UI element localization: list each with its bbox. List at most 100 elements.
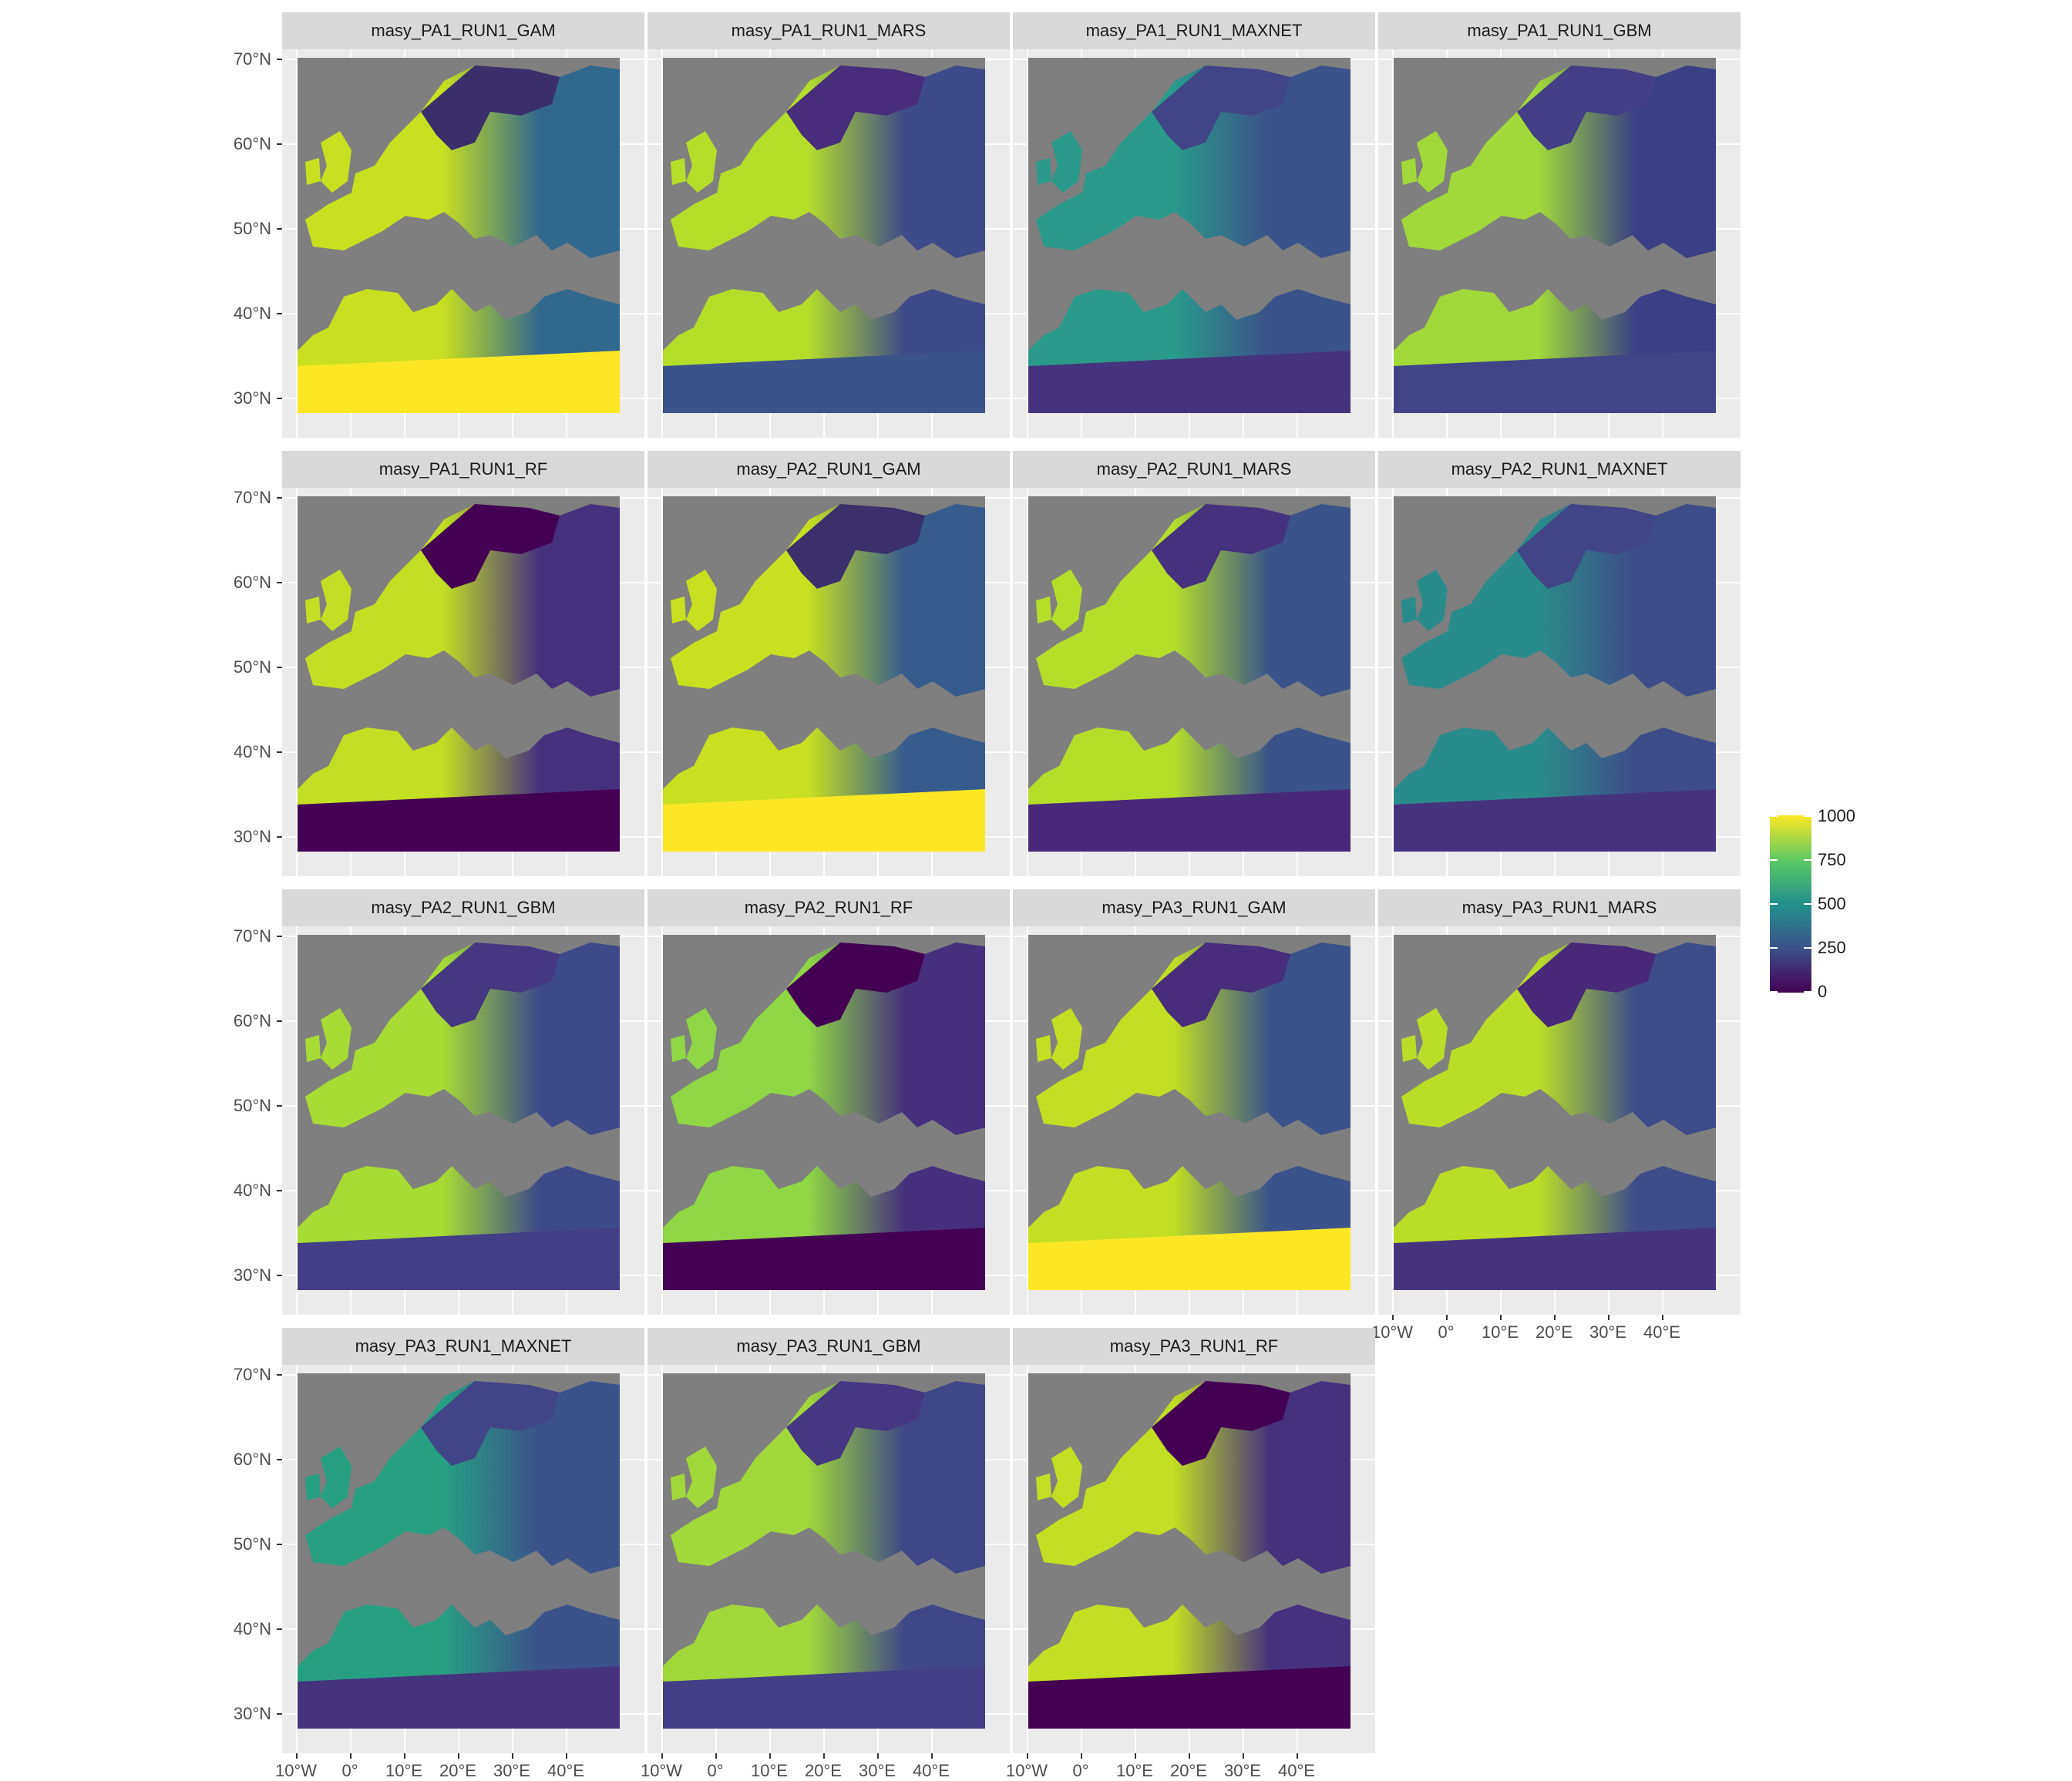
x-tick — [769, 1753, 771, 1759]
y-tick — [277, 1190, 282, 1191]
gridline — [1392, 488, 1394, 876]
x-tick-label: 30°E — [859, 1761, 896, 1780]
gridline — [1392, 49, 1394, 438]
x-tick-label: 30°E — [1589, 1322, 1626, 1342]
y-tick-label: 30°N — [233, 388, 271, 408]
landmass — [663, 935, 985, 1290]
y-tick — [277, 59, 282, 60]
map-panel — [648, 1365, 1010, 1753]
map-raster-svg — [298, 496, 620, 852]
scandinavia — [1517, 943, 1656, 1027]
map-panel — [648, 49, 1010, 438]
landmass — [663, 496, 985, 852]
facet-title: masy_PA3_RUN1_GAM — [1013, 889, 1375, 926]
great-britain — [1417, 131, 1448, 193]
scandinavia — [786, 66, 925, 150]
map-raster-svg — [1028, 935, 1350, 1290]
ireland — [305, 1474, 321, 1500]
north-africa — [663, 1666, 985, 1729]
suitability-raster — [1394, 935, 1716, 1290]
scandinavia — [421, 504, 560, 589]
y-tick — [277, 1544, 282, 1545]
suitability-raster — [298, 1373, 620, 1729]
suitability-raster — [1028, 58, 1350, 413]
x-tick-label: 10°E — [385, 1761, 422, 1780]
gridline — [1027, 926, 1028, 1315]
ireland — [671, 158, 686, 185]
x-tick — [458, 1753, 459, 1759]
legend-tick — [1770, 991, 1778, 993]
north-africa — [1028, 1228, 1350, 1290]
scandinavia — [1152, 66, 1290, 150]
x-tick-label: 10°W — [1371, 1322, 1414, 1342]
suitability-raster — [663, 496, 985, 852]
legend-tick — [1770, 815, 1778, 817]
legend-tick — [1804, 859, 1811, 861]
facet-title: masy_PA1_RUN1_GAM — [282, 12, 644, 49]
great-britain — [1051, 131, 1082, 193]
x-tick — [1135, 1753, 1136, 1759]
suitability-raster — [298, 58, 620, 413]
y-tick — [277, 1105, 282, 1107]
map-panel — [1013, 1365, 1375, 1753]
map-facet: masy_PA3_RUN1_MARS 10°W 0° 10°E 20°E 30°E 40°E — [1371, 889, 1741, 1342]
facet-title: masy_PA1_RUN1_RF — [282, 451, 644, 488]
scandinavia — [1517, 66, 1656, 150]
gridline — [661, 1365, 663, 1753]
y-tick — [277, 1275, 282, 1276]
north-africa — [1028, 1666, 1350, 1729]
landmass — [298, 935, 620, 1290]
x-tick — [1027, 1753, 1028, 1759]
facet-title: masy_PA2_RUN1_GAM — [648, 451, 1010, 488]
facet-title: masy_PA3_RUN1_GBM — [648, 1328, 1010, 1365]
legend-tick — [1804, 947, 1811, 949]
north-africa — [1394, 351, 1716, 413]
map-panel — [1378, 926, 1741, 1315]
facet-title: masy_PA1_RUN1_MARS — [648, 12, 1010, 49]
gridline — [661, 488, 663, 876]
x-tick-label: 10°W — [1005, 1761, 1048, 1780]
map-panel — [1378, 49, 1741, 438]
y-tick-label: 60°N — [233, 573, 271, 592]
map-panel — [1378, 488, 1741, 876]
ireland — [305, 596, 321, 623]
gridline — [296, 926, 298, 1315]
scandinavia — [1152, 943, 1290, 1027]
map-facet: masy_PA1_RUN1_GAM 70°N 60°N 50°N 40°N 30°N — [234, 12, 644, 438]
x-tick — [715, 1753, 717, 1759]
y-tick-label: 70°N — [233, 1365, 271, 1384]
x-tick — [1662, 1315, 1663, 1320]
landmass — [1394, 935, 1716, 1290]
ireland — [305, 1035, 321, 1062]
x-tick-label: 0° — [1438, 1322, 1455, 1342]
x-tick-label: 10°W — [640, 1761, 683, 1780]
map-panel — [282, 49, 644, 438]
y-tick-label: 70°N — [233, 49, 271, 69]
great-britain — [686, 1447, 717, 1508]
y-tick-label: 70°N — [233, 926, 271, 946]
x-tick-label: 40°E — [1643, 1322, 1680, 1342]
map-panel — [1013, 49, 1375, 438]
map-facet: masy_PA2_RUN1_MARS — [1013, 451, 1375, 876]
suitability-raster — [298, 935, 620, 1290]
north-africa — [1394, 789, 1716, 852]
landmass — [1028, 58, 1350, 413]
y-tick — [277, 1374, 282, 1376]
gridline — [1027, 1365, 1028, 1753]
map-raster-svg — [663, 1373, 985, 1729]
suitability-raster — [298, 496, 620, 852]
map-facet: masy_PA3_RUN1_MAXNET 70°N 60°N 50°N 40°N 30°N… — [234, 1328, 644, 1780]
x-tick-label: 0° — [707, 1761, 724, 1780]
map-raster-svg — [663, 58, 985, 413]
great-britain — [321, 131, 352, 193]
landmass — [298, 496, 620, 852]
x-tick — [877, 1753, 879, 1759]
scandinavia — [1517, 504, 1656, 589]
ireland — [1036, 158, 1051, 185]
landmass — [298, 1373, 620, 1729]
x-tick-label: 10°W — [274, 1761, 318, 1780]
north-africa — [298, 1228, 620, 1290]
y-tick-label: 40°N — [233, 304, 271, 323]
landmass — [663, 58, 985, 413]
x-tick-label: 10°E — [1116, 1761, 1153, 1780]
